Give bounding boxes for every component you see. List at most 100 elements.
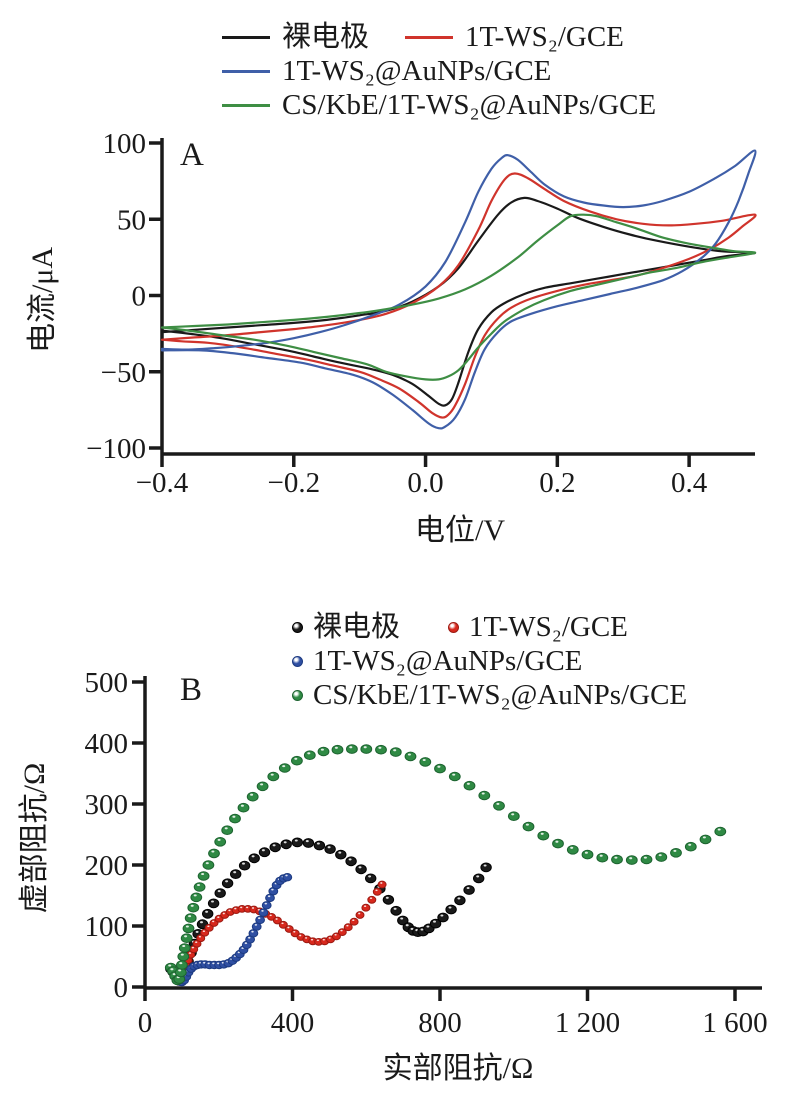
legend-row: 裸电极 1T-WS₂/GCE — [292, 610, 687, 644]
data-point-glint — [211, 850, 215, 853]
data-point — [419, 757, 432, 767]
data-point-glint — [599, 854, 603, 857]
data-point — [303, 750, 316, 761]
data-point — [229, 813, 241, 824]
legend-row: 1T-WS₂@AuNPs/GCE — [292, 644, 687, 678]
cv-curve-2 — [160, 149, 757, 430]
data-point — [478, 790, 491, 801]
legend-item: 裸电极 — [222, 21, 369, 54]
data-point-glint — [614, 856, 618, 859]
data-point-glint — [185, 925, 189, 928]
data-point — [390, 905, 402, 916]
data-point — [346, 744, 358, 754]
axis-spines — [160, 138, 755, 456]
data-point-glint — [338, 851, 342, 854]
legend-dot-sample — [448, 621, 460, 633]
data-point — [291, 837, 303, 848]
x-tick-label: 0.4 — [671, 467, 708, 499]
data-point — [177, 951, 190, 962]
data-point-glint — [483, 864, 487, 867]
data-point-glint — [294, 757, 298, 760]
data-point — [221, 878, 234, 889]
data-point-glint — [198, 935, 202, 938]
data-point — [255, 915, 266, 925]
cv-curve-3 — [160, 213, 757, 381]
legend-label: 裸电极 — [282, 20, 370, 53]
data-point-glint — [346, 924, 349, 927]
data-point-glint — [702, 836, 706, 839]
data-point-glint — [202, 930, 206, 933]
data-point-glint — [244, 942, 248, 945]
data-point-glint — [179, 962, 183, 965]
data-point — [278, 763, 291, 773]
data-point — [714, 826, 727, 837]
data-point — [335, 849, 347, 860]
data-point — [237, 802, 250, 813]
data-point-glint — [363, 905, 367, 908]
data-point — [267, 771, 280, 782]
legend-label: 1T-WS₂@AuNPs/GCE — [313, 644, 583, 677]
data-point — [331, 744, 344, 755]
data-point-glint — [211, 900, 214, 903]
x-tick-label: 1 200 — [555, 1007, 620, 1039]
data-point — [178, 943, 191, 953]
data-point — [670, 848, 682, 858]
data-point-glint — [466, 782, 470, 785]
data-point — [337, 928, 347, 936]
data-point — [448, 771, 461, 782]
data-point-glint — [327, 846, 331, 849]
data-point-glint — [688, 843, 692, 846]
data-point — [202, 908, 214, 919]
data-point-glint — [207, 925, 210, 928]
data-point-glint — [299, 934, 302, 937]
data-point — [278, 920, 288, 929]
data-point-glint — [496, 802, 500, 805]
data-point — [313, 840, 326, 851]
data-point-glint — [525, 823, 529, 826]
data-point-glint — [348, 858, 352, 861]
legend-item: 裸电极 — [292, 611, 400, 644]
data-point — [454, 895, 466, 906]
legend-line-sample — [222, 103, 270, 107]
data-point-glint — [196, 883, 201, 887]
data-point-glint — [481, 792, 485, 795]
data-point — [324, 844, 336, 854]
data-point-glint — [340, 929, 343, 932]
data-point-glint — [234, 907, 237, 910]
y-tick-label: 200 — [85, 850, 129, 882]
x-tick-label: −0.2 — [267, 467, 320, 499]
data-point-glint — [368, 875, 372, 878]
data-point — [473, 873, 485, 884]
x-tick-label: 1 600 — [702, 1007, 767, 1039]
panel-a-letter: A — [180, 137, 204, 173]
data-point-glint — [393, 907, 397, 910]
data-point-glint — [271, 888, 274, 891]
data-point — [176, 960, 188, 970]
data-point-glint — [584, 851, 588, 854]
data-point — [699, 834, 712, 845]
y-tick-label: 100 — [85, 911, 129, 943]
data-point-glint — [270, 773, 274, 776]
data-point — [261, 901, 272, 910]
data-point-glint — [201, 872, 205, 876]
legend-label: 裸电极 — [313, 610, 401, 643]
data-point-glint — [433, 920, 436, 923]
data-point-glint — [304, 937, 308, 939]
data-point-glint — [275, 918, 278, 920]
data-point — [282, 873, 293, 882]
data-point-glint — [224, 827, 228, 830]
data-point-glint — [285, 874, 288, 877]
data-point — [345, 856, 357, 867]
data-point — [272, 916, 282, 925]
data-point-glint — [190, 904, 194, 907]
data-point-glint — [369, 897, 373, 900]
panel-b-letter: B — [180, 672, 202, 708]
data-point — [331, 932, 341, 941]
data-point-glint — [282, 765, 286, 768]
data-point-glint — [250, 793, 254, 796]
data-point-glint — [400, 917, 404, 920]
data-point-glint — [334, 933, 337, 936]
data-point — [522, 821, 535, 832]
data-point-glint — [307, 752, 311, 755]
legend-label: CS/KbE/1T-WS₂@AuNPs/GCE — [282, 88, 657, 121]
